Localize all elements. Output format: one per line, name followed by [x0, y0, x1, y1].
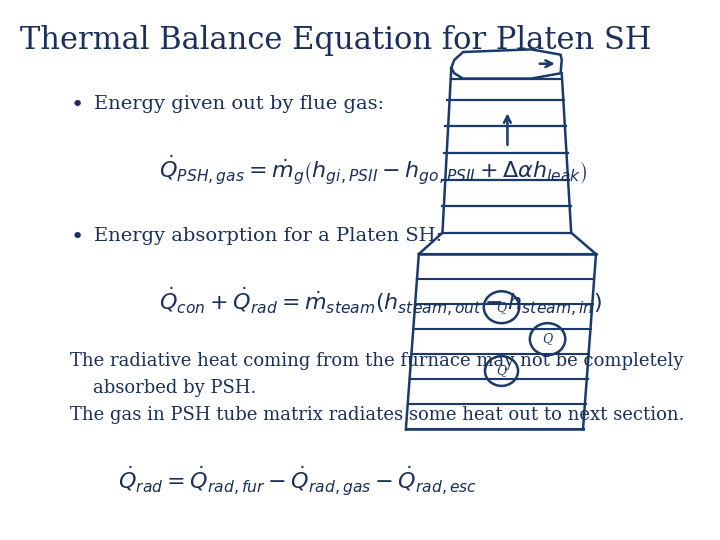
Text: •: •: [71, 94, 84, 114]
Text: Q: Q: [542, 333, 553, 346]
Text: $\dot{Q}_{rad} = \dot{Q}_{rad,fur} - \dot{Q}_{rad,gas} - \dot{Q}_{rad,esc}$: $\dot{Q}_{rad} = \dot{Q}_{rad,fur} - \do…: [117, 464, 477, 498]
Text: •: •: [71, 227, 84, 247]
Text: Q: Q: [496, 301, 507, 314]
Text: $\dot{Q}_{PSH,gas} = \dot{m}_g \left( h_{gi,PSII} - h_{go,PSII} + \Delta\alpha h: $\dot{Q}_{PSH,gas} = \dot{m}_g \left( h_…: [159, 153, 588, 187]
Text: Energy given out by flue gas:: Energy given out by flue gas:: [94, 94, 384, 112]
Text: The radiative heat coming from the furnace may not be completely: The radiative heat coming from the furna…: [71, 353, 684, 370]
Text: $\dot{Q}_{con} + \dot{Q}_{rad} = \dot{m}_{steam} \left( h_{steam,out} - h_{steam: $\dot{Q}_{con} + \dot{Q}_{rad} = \dot{m}…: [159, 286, 602, 319]
Text: Energy absorption for a Platen SH:: Energy absorption for a Platen SH:: [94, 227, 442, 246]
Text: Q: Q: [496, 364, 507, 377]
Text: Thermal Balance Equation for Platen SH: Thermal Balance Equation for Platen SH: [20, 25, 652, 57]
Text: The gas in PSH tube matrix radiates some heat out to next section.: The gas in PSH tube matrix radiates some…: [71, 406, 685, 423]
Text: absorbed by PSH.: absorbed by PSH.: [71, 379, 257, 397]
